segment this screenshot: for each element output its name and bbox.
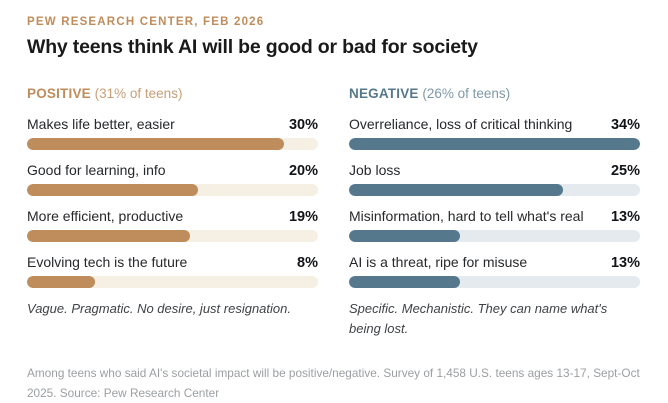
page-title: Why teens think AI will be good or bad f… (27, 36, 478, 58)
bar-fill (27, 230, 190, 242)
bar-value: 20% (288, 163, 318, 179)
bar-track (27, 230, 318, 242)
bar-row: Makes life better, easier 30% (27, 115, 318, 150)
bar-row: Overreliance, loss of critical thinking … (349, 115, 640, 150)
bar-label: Evolving tech is the future (27, 254, 188, 270)
positive-column-subtitle: (31% of teens) (94, 86, 183, 101)
bar-row: Job loss 25% (349, 161, 640, 196)
bar-label: Overreliance, loss of critical thinking (349, 116, 573, 132)
bar-track (349, 184, 640, 196)
bar-track (349, 276, 640, 288)
bar-label: More efficient, productive (27, 208, 184, 224)
bar-row: Good for learning, info 20% (27, 161, 318, 196)
bar-label: Makes life better, easier (27, 116, 175, 132)
bar-fill (349, 184, 563, 196)
bar-track (349, 138, 640, 150)
negative-column-title: NEGATIVE (349, 86, 419, 101)
bar-fill (349, 230, 461, 242)
negative-column: NEGATIVE (26% of teens) Overreliance, lo… (349, 86, 640, 339)
bar-fill (349, 138, 640, 150)
positive-column: POSITIVE (31% of teens) Makes life bette… (27, 86, 318, 339)
positive-column-header: POSITIVE (31% of teens) (27, 86, 318, 101)
bar-row: Misinformation, hard to tell what's real… (349, 207, 640, 242)
bar-label: AI is a threat, ripe for misuse (349, 254, 528, 270)
positive-column-title: POSITIVE (27, 86, 91, 101)
bar-row: AI is a threat, ripe for misuse 13% (349, 253, 640, 288)
bar-fill (349, 276, 461, 288)
source-footnote: Among teens who said AI's societal impac… (27, 366, 640, 400)
negative-column-subtitle: (26% of teens) (422, 86, 511, 101)
bar-value: 8% (297, 255, 318, 271)
bar-value: 30% (288, 117, 318, 133)
bar-fill (27, 184, 199, 196)
bar-track (27, 138, 318, 150)
positive-summary: Vague. Pragmatic. No desire, just resign… (27, 301, 291, 316)
bar-row: More efficient, productive 19% (27, 207, 318, 242)
bar-value: 13% (610, 209, 640, 225)
negative-summary: Specific. Mechanistic. They can name wha… (349, 301, 608, 337)
bar-label: Good for learning, info (27, 162, 166, 178)
bar-label: Misinformation, hard to tell what's real (349, 208, 584, 224)
bar-track (349, 230, 640, 242)
bar-value: 19% (288, 209, 318, 225)
columns-container: POSITIVE (31% of teens) Makes life bette… (27, 86, 640, 339)
bar-row: Evolving tech is the future 8% (27, 253, 318, 288)
eyebrow: PEW RESEARCH CENTER, FEB 2026 (27, 16, 265, 28)
bar-value: 25% (610, 163, 640, 179)
bar-fill (27, 276, 96, 288)
bar-value: 34% (610, 117, 640, 133)
bar-track (27, 276, 318, 288)
negative-column-header: NEGATIVE (26% of teens) (349, 86, 640, 101)
bar-label: Job loss (349, 162, 401, 178)
bar-value: 13% (610, 255, 640, 271)
bar-track (27, 184, 318, 196)
bar-fill (27, 138, 284, 150)
